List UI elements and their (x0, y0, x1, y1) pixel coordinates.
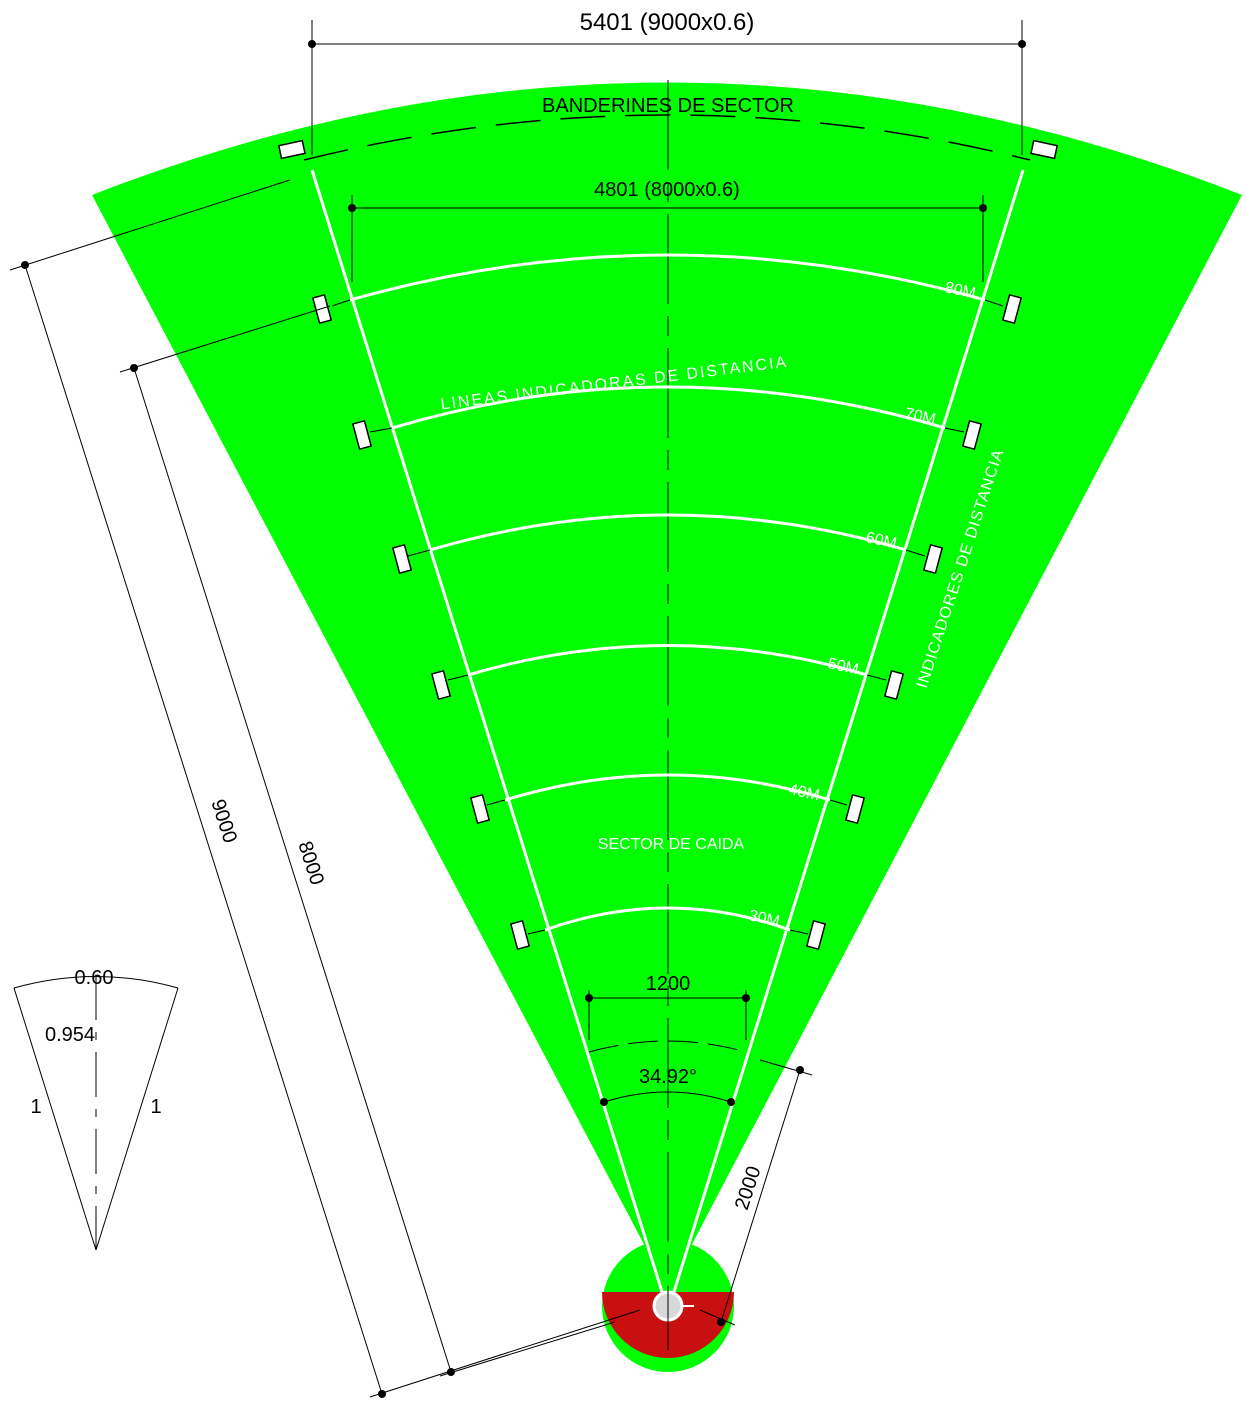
label-1200: 1200 (646, 973, 691, 995)
label-9000: 9000 (206, 797, 241, 846)
dim-9000 (9, 179, 641, 1398)
dim-dot (348, 204, 356, 212)
dim-dot (585, 994, 593, 1002)
flags-arc (303, 114, 1031, 161)
label-banderines: BANDERINES DE SECTOR (542, 95, 794, 117)
dim-dot (308, 40, 316, 48)
arc-50m (467, 644, 868, 677)
dim-dot (727, 1098, 735, 1106)
dim-dot (1018, 40, 1026, 48)
dim-dot (378, 1390, 386, 1398)
ratio-diagram (13, 975, 179, 1251)
ratio-right: 1 (150, 1096, 161, 1118)
indicator-50-left (430, 669, 452, 701)
dim-8000 (119, 305, 616, 1377)
arc-60m (429, 513, 907, 552)
ratio-top: 0.60 (75, 967, 114, 989)
sector-line-left (310, 169, 665, 1296)
indicator-leaders (331, 299, 1004, 935)
arc-70m (391, 385, 946, 430)
mark-80m: 80M (943, 279, 977, 302)
dim-dot (600, 1098, 608, 1106)
dim-dot (742, 994, 750, 1002)
flag-top-left (277, 139, 306, 160)
flag-top-right (1030, 139, 1059, 160)
ratio-height: 0.954 (45, 1024, 95, 1046)
outer-sector (92, 82, 1242, 1290)
label-angle: 34.92° (639, 1066, 697, 1088)
distance-indicators (277, 139, 1059, 951)
dim-dot (796, 1066, 804, 1074)
label-2000: 2000 (731, 1164, 766, 1213)
arc-40m (504, 773, 831, 802)
indicator-70-left (351, 419, 373, 451)
dim-dot (130, 364, 138, 372)
indicator-60-left (391, 543, 413, 575)
dim-dot (979, 204, 987, 212)
label-top-dimension: 5401 (9000x0.6) (580, 9, 755, 36)
sector-line-right (671, 169, 1025, 1296)
arc-80m (349, 253, 986, 302)
arc-30m (544, 906, 791, 932)
indicator-40-right (844, 793, 866, 825)
label-inner-dimension: 4801 (8000x0.6) (594, 179, 740, 201)
mark-50m: 50M (826, 655, 860, 678)
indicator-30-right (805, 919, 827, 951)
dim-dot (717, 1318, 725, 1326)
ratio-left: 1 (30, 1096, 41, 1118)
mark-60m: 60M (864, 529, 898, 552)
dim-dot (21, 261, 29, 269)
angle-arc (603, 1091, 732, 1103)
dim-dot (447, 1368, 455, 1376)
indicator-70-right (961, 419, 983, 451)
dim-2000 (699, 1059, 813, 1326)
indicator-80-right (1001, 293, 1023, 325)
mark-40m: 40M (787, 781, 821, 804)
indicator-40-left (469, 793, 491, 825)
indicator-30-left (509, 919, 531, 951)
label-8000: 8000 (293, 839, 328, 888)
mark-70m: 70M (903, 405, 937, 428)
label-sector-caida: SECTOR DE CAIDA (598, 836, 745, 853)
mark-30m: 30M (747, 907, 781, 930)
indicator-50-right (883, 669, 905, 701)
indicator-60-right (922, 543, 944, 575)
